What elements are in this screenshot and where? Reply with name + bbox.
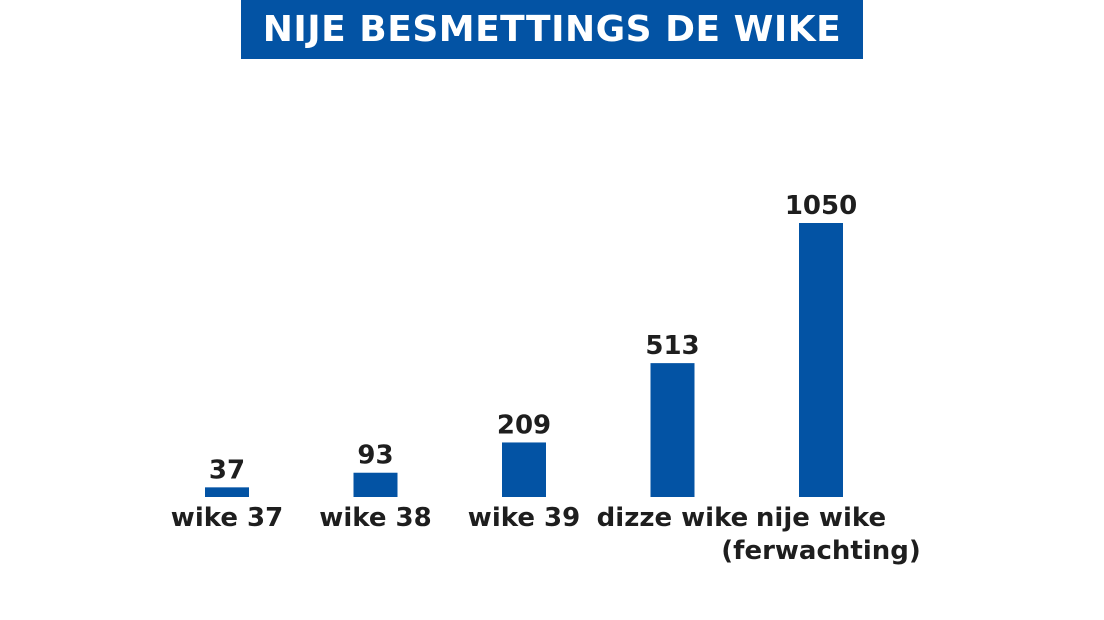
bar-0 (205, 487, 249, 497)
bar-2 (502, 442, 546, 497)
data-label-3: 513 (645, 331, 699, 361)
bar-3 (650, 363, 695, 497)
title-banner: NIJE BESMETTINGS DE WIKE (241, 0, 863, 59)
category-label-0: wike 37 (171, 503, 283, 533)
bar-1 (353, 472, 398, 497)
category-label-4-line-0: nije wike (756, 503, 886, 533)
category-label-2: wike 39 (468, 503, 580, 533)
chart-title: NIJE BESMETTINGS DE WIKE (262, 9, 842, 50)
category-label-4-line-1: (ferwachting) (721, 536, 920, 566)
category-label-3: dizze wike (597, 503, 749, 533)
bar-4 (799, 223, 843, 497)
data-label-1: 93 (357, 441, 393, 471)
data-label-2: 209 (497, 410, 551, 440)
category-label-1: wike 38 (319, 503, 431, 533)
data-label-4: 1050 (785, 191, 857, 221)
data-label-0: 37 (209, 455, 245, 485)
